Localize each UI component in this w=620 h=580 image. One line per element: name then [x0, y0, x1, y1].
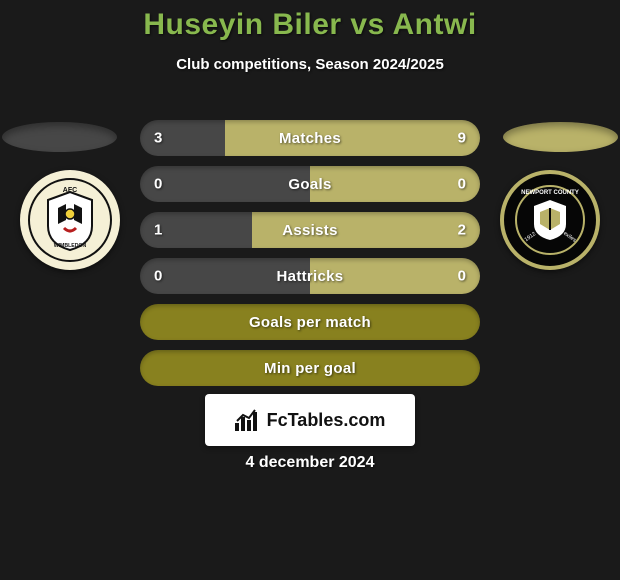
stat-bars: 3 9 Matches 0 0 Goals 1 2 Assists 0 0 Hattricks Goal… [140, 120, 480, 396]
bar-left-val: 0 [154, 268, 162, 285]
svg-text:NEWPORT COUNTY: NEWPORT COUNTY [521, 190, 579, 196]
player-left-oval [2, 122, 117, 152]
stat-bar-goals: 0 0 Goals [140, 166, 480, 202]
player-right-oval [503, 122, 618, 152]
title-player1: Huseyin Biler [143, 8, 341, 41]
bar-right-val: 0 [458, 268, 466, 285]
svg-text:AFC: AFC [63, 187, 77, 194]
bar-label: Goals [288, 176, 331, 193]
bar-right-val: 9 [458, 130, 466, 147]
stat-bar-matches: 3 9 Matches [140, 120, 480, 156]
fctables-logo-icon [235, 409, 261, 431]
bar-label: Assists [282, 222, 337, 239]
title: Huseyin Biler vs Antwi [0, 8, 620, 42]
player-right-crest: NEWPORT COUNTY 1912 exiles [500, 170, 600, 270]
branding-badge: FcTables.com [205, 394, 415, 446]
title-player2: Antwi [393, 8, 477, 41]
bar-label: Goals per match [249, 314, 371, 331]
subtitle: Club competitions, Season 2024/2025 [0, 56, 620, 73]
bar-right-val: 0 [458, 176, 466, 193]
player-left-crest: AFC WIMBLEDON [20, 170, 120, 270]
bar-left-val: 3 [154, 130, 162, 147]
stat-bar-goals-per-match: Goals per match [140, 304, 480, 340]
comparison-card: Huseyin Biler vs Antwi Club competitions… [0, 0, 620, 580]
svg-text:WIMBLEDON: WIMBLEDON [54, 243, 87, 249]
branding-text: FcTables.com [267, 410, 386, 431]
bar-label: Hattricks [277, 268, 344, 285]
afc-wimbledon-crest-icon: AFC WIMBLEDON [28, 178, 112, 262]
bar-left-val: 0 [154, 176, 162, 193]
bar-left-val: 1 [154, 222, 162, 239]
stat-bar-min-per-goal: Min per goal [140, 350, 480, 386]
stat-bar-hattricks: 0 0 Hattricks [140, 258, 480, 294]
bar-right-val: 2 [458, 222, 466, 239]
stat-bar-assists: 1 2 Assists [140, 212, 480, 248]
bar-label: Matches [279, 130, 341, 147]
newport-county-crest-icon: NEWPORT COUNTY 1912 exiles [506, 176, 594, 264]
bar-label: Min per goal [264, 360, 356, 377]
title-vs: vs [350, 8, 384, 41]
date-text: 4 december 2024 [0, 454, 620, 472]
